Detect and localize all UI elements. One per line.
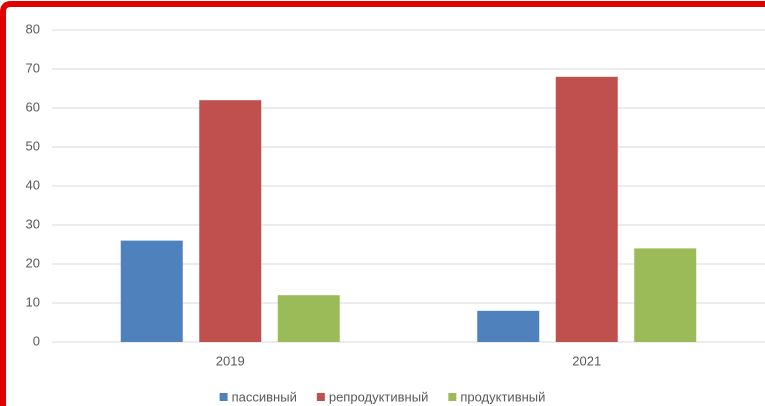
legend-swatch xyxy=(316,393,325,401)
x-tick-label: 2021 xyxy=(572,353,601,368)
legend-swatch xyxy=(448,393,457,401)
y-tick-label: 50 xyxy=(26,138,40,153)
y-tick-label: 10 xyxy=(26,294,40,309)
y-tick-label: 70 xyxy=(26,60,40,75)
x-tick-label: 2019 xyxy=(216,353,245,368)
bar xyxy=(555,76,618,343)
y-tick-label: 60 xyxy=(26,99,40,114)
y-tick-label: 30 xyxy=(26,216,40,231)
legend-label: пассивный xyxy=(232,389,297,404)
bar xyxy=(477,310,540,342)
legend-label: репродуктивный xyxy=(329,389,429,404)
bar xyxy=(120,240,183,342)
legend-label: продуктивный xyxy=(460,389,545,404)
y-tick-label: 80 xyxy=(26,21,40,36)
legend-swatch xyxy=(219,393,228,401)
bar xyxy=(277,295,340,342)
bar xyxy=(199,100,262,342)
y-tick-label: 0 xyxy=(33,333,40,348)
y-tick-label: 20 xyxy=(26,255,40,270)
bar xyxy=(634,248,697,342)
y-tick-label: 40 xyxy=(26,177,40,192)
